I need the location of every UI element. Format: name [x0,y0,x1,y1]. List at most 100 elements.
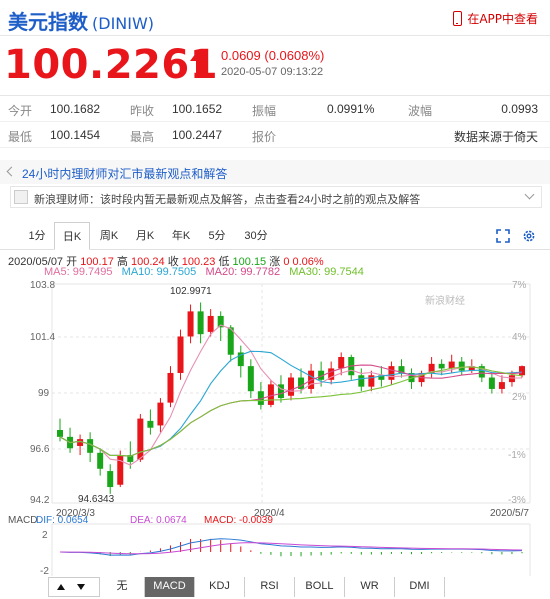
legend-close: 100.23 [181,256,216,268]
candle [197,311,204,335]
candle [398,366,405,373]
stat-label: 振幅 [252,104,277,118]
candle [157,402,164,426]
tab-monthly-k[interactable]: 月K [135,230,155,242]
legend-open-label: 开 [66,256,78,268]
indicator-tab-rsi[interactable]: RSI [245,577,295,597]
x-tick-label: 2020/3/3 [56,508,95,519]
candle [388,366,395,380]
macd-dea-line [59,542,523,555]
candle [237,352,244,367]
legend-change-label: 涨 [269,256,281,268]
stat-label: 报价 [252,130,277,144]
candle [267,384,274,405]
ma5-line [59,324,522,466]
candles [57,302,525,494]
tab-5min[interactable]: 5分 [208,230,226,242]
macd-dif: DIF: 0.0654 [36,515,89,526]
indicator-tab-kdj[interactable]: KDJ [195,577,245,597]
stat-value: 100.1454 [50,128,101,142]
y-tick-label: 103.8 [30,280,55,291]
ma30-line [59,366,523,457]
candle [77,439,84,446]
ma-legend: MA5: 99.7495 MA10: 99.7505 MA20: 99.7782… [44,266,364,278]
indicator-tab-wr[interactable]: WR [345,577,395,597]
stat-label: 昨收 [130,104,155,118]
stat-label: 波幅 [408,104,433,118]
advisor-message[interactable]: 新浪理财师：该时段内暂无最新观点及解答，点击查看24小时之前的观点及解答 [10,186,542,208]
header: 美元指数 (DINIW) 在APP中查看 [0,0,550,36]
candle [438,363,445,369]
y-tick-label: 101.4 [30,332,55,343]
candle [57,430,63,437]
kline-chart[interactable]: 103.8 101.4 99 96.6 94.2 7% 4% 2% -1% -3… [0,276,550,576]
legend-date: 2020/05/07 [8,256,64,268]
stats-table: 今开 100.1682 昨收 100.1652 振幅 0.0991% 波幅 0.… [0,95,550,148]
fullscreen-icon[interactable] [496,229,510,243]
indicator-tab-dmi[interactable]: DMI [395,577,445,597]
candle [428,363,435,373]
candle [508,375,515,383]
legend-close-label: 收 [167,256,179,268]
index-name: 美元指数 [8,10,88,34]
open-in-app-link[interactable]: 在APP中查看 [453,10,538,27]
candle [378,375,385,380]
macd-y-tick: 2 [42,530,48,541]
high-value-label: 102.9971 [170,286,212,297]
legend-ma30: MA30: 99.7544 [289,266,364,278]
app-link-label: 在APP中查看 [467,12,538,26]
candle [368,375,375,387]
advisor-news-bar[interactable]: 24小时内理财师对汇市最新观点和解答 [0,160,550,184]
chevron-down-icon[interactable] [524,189,535,200]
candle [478,366,485,378]
pct-tick-label: 7% [512,280,527,291]
candle [358,375,365,387]
scroll-up-icon[interactable] [57,584,65,590]
tab-daily-k[interactable]: 日K [54,222,90,250]
candle [167,372,174,403]
candle [298,377,305,389]
legend-ma20: MA20: 99.7782 [205,266,281,278]
indicator-nav [48,577,100,597]
up-arrow-icon [190,49,208,77]
candle [97,452,104,469]
legend-low: 100.15 [232,256,267,268]
news-bar-text: 24小时内理财师对汇市最新观点和解答 [22,167,228,181]
legend-open: 100.17 [80,256,114,268]
y-tick-label: 96.6 [30,444,50,455]
scroll-down-icon[interactable] [77,584,85,590]
pct-tick-label: -3% [508,495,526,506]
candle [257,391,264,405]
stat-label: 今开 [8,104,33,118]
phone-icon [453,11,463,26]
candle [328,368,335,380]
candle [207,315,214,332]
macd-histogram [69,538,523,557]
ma-lines [59,324,523,466]
candle [288,377,294,396]
candle [247,366,254,392]
candle [117,455,124,485]
indicator-tab-none[interactable]: 无 [100,577,145,597]
stat-value: 0.0991% [327,102,375,116]
stat-label: 最高 [130,130,155,144]
indicator-tab-macd[interactable]: MACD [145,577,195,597]
tab-weekly-k[interactable]: 周K [99,230,119,242]
stat-value: 数据来源于倚天 [453,130,538,144]
tab-1min[interactable]: 1分 [28,230,46,242]
candle [468,366,475,371]
candle [127,455,134,462]
period-tabs: 1分 日K 周K 月K 年K 5分 30分 [0,222,550,250]
tab-yearly-k[interactable]: 年K [171,230,191,242]
stats-row-2: 最低 100.1454 最高 100.2447 报价 数据来源于倚天 [0,122,550,148]
tab-30min[interactable]: 30分 [244,230,268,242]
gear-icon[interactable] [522,229,536,243]
legend-high-label: 高 [116,256,128,268]
stat-value: 100.1682 [50,102,101,116]
indicator-tab-boll[interactable]: BOLL [295,577,345,597]
avatar [14,190,28,204]
candle [217,315,224,328]
indicator-nav-arrows [57,584,85,590]
ohlc-legend: 2020/05/07 开 100.17 高 100.24 收 100.23 低 … [8,253,324,269]
candle [227,327,234,355]
